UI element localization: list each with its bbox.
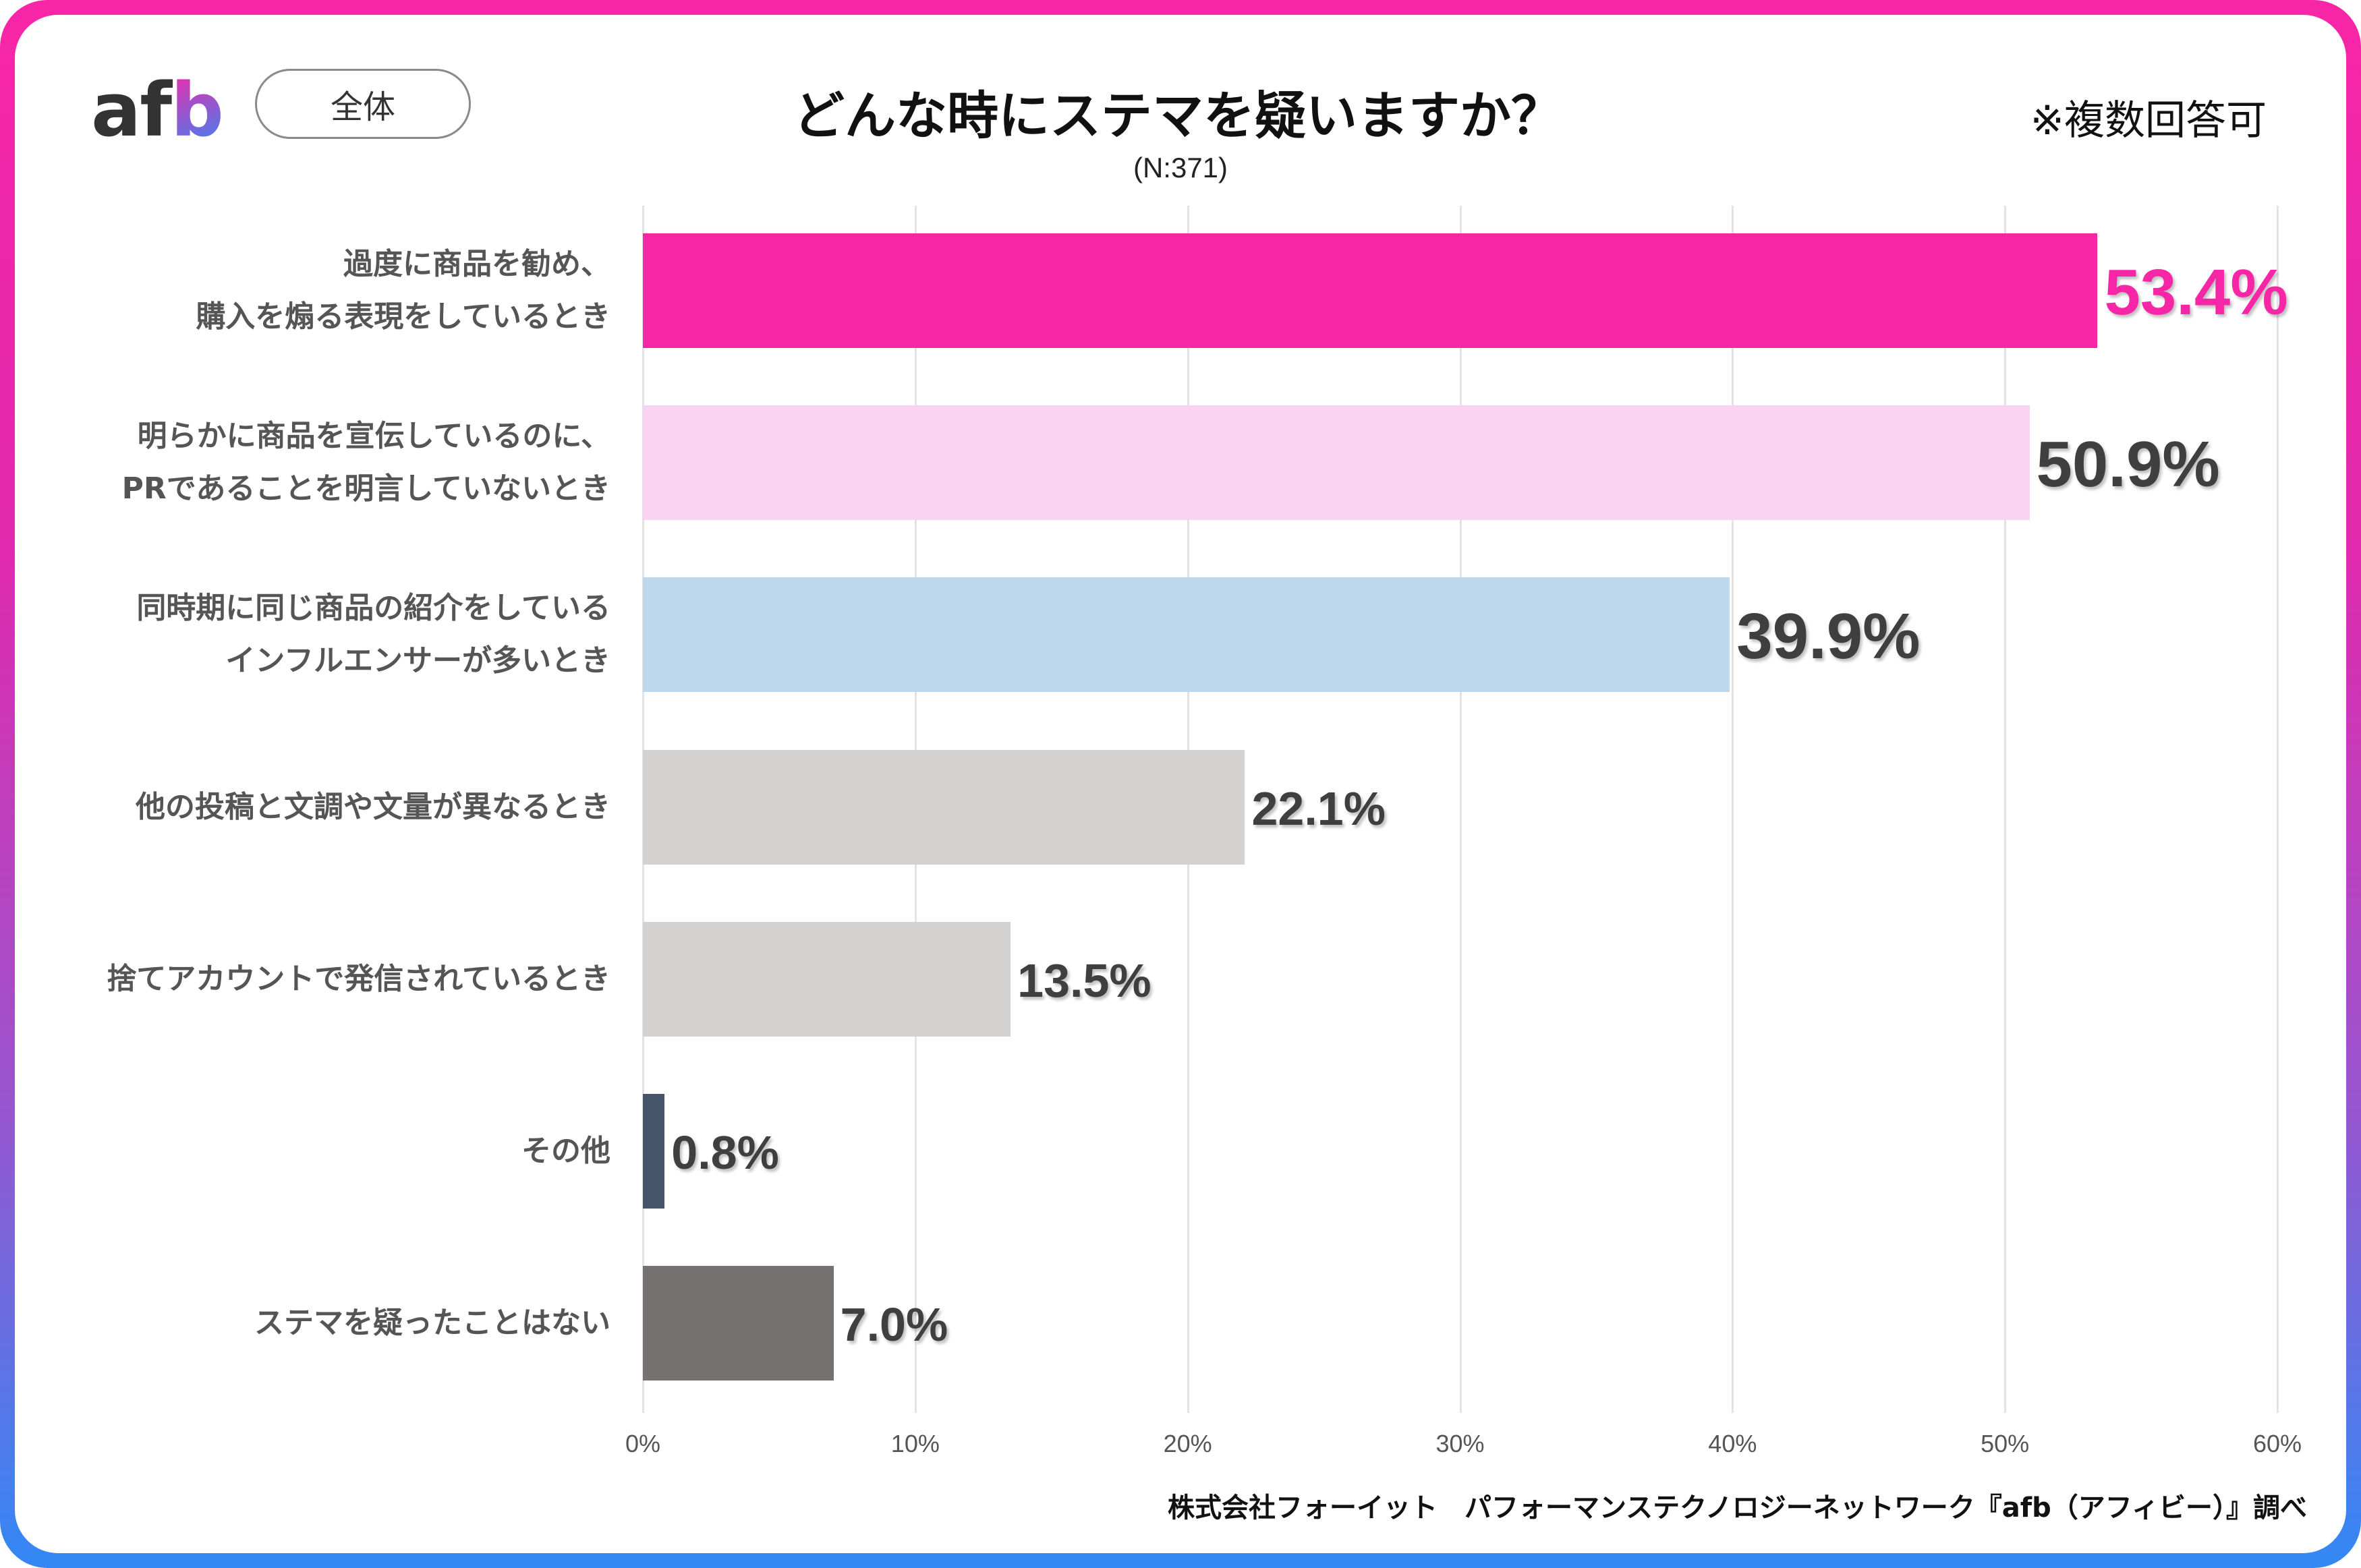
gridline	[1459, 206, 1462, 1413]
category-label-line: 購入を煽る表現をしているとき	[196, 299, 610, 334]
category-label: 同時期に同じ商品の紹介をしているインフルエンサーが多いとき	[136, 582, 610, 687]
bar	[643, 233, 2098, 348]
multiple-answer-note: ※複数回答可	[2030, 97, 2267, 144]
gridline	[2004, 206, 2007, 1413]
bar	[643, 921, 1011, 1037]
x-tick-label: 40%	[1708, 1430, 1757, 1457]
bar	[643, 1266, 834, 1381]
bar	[643, 405, 2030, 521]
value-label: 39.9%	[1736, 600, 1921, 673]
category-label-line: 過度に商品を勧め、	[343, 247, 610, 281]
category-label: ステマを疑ったことはない	[254, 1297, 610, 1349]
afb-logo: afb	[91, 73, 224, 147]
category-label: 他の投稿と文調や文量が異なるとき	[136, 781, 610, 834]
category-label-line: ステマを疑ったことはない	[254, 1306, 610, 1341]
bar	[643, 749, 1245, 865]
sample-size: (N:371)	[1133, 152, 1228, 183]
category-label: 明らかに商品を宣伝しているのに、 PRであることを明言していないとき	[122, 410, 610, 515]
category-label-line: その他	[521, 1134, 610, 1168]
x-tick-label: 10%	[890, 1430, 940, 1457]
category-label-line: インフルエンサーが多いとき	[225, 643, 610, 678]
category-label: 捨てアカウントで発信されているとき	[107, 953, 610, 1006]
value-label: 22.1%	[1251, 782, 1386, 835]
category-label-line: 明らかに商品を宣伝しているのに、	[137, 419, 610, 454]
value-label: 0.8%	[671, 1126, 779, 1179]
category-label: 過度に商品を勧め、購入を煽る表現をしているとき	[196, 238, 610, 343]
value-label: 53.4%	[2104, 256, 2288, 328]
bar	[643, 577, 1730, 693]
category-label-line: 他の投稿と文調や文量が異なるとき	[136, 789, 610, 824]
x-tick-label: 30%	[1435, 1430, 1485, 1457]
category-label: その他	[521, 1125, 610, 1178]
category-label-line: 捨てアカウントで発信されているとき	[107, 961, 610, 996]
bar	[643, 1094, 665, 1209]
category-label-line: 同時期に同じ商品の紹介をしている	[136, 591, 610, 626]
category-label-line: PRであることを明言していないとき	[121, 471, 610, 506]
value-label: 13.5%	[1017, 954, 1151, 1007]
gridline	[2277, 206, 2279, 1413]
segment-badge: 全体	[255, 69, 471, 139]
value-label: 7.0%	[840, 1298, 948, 1352]
x-tick-label: 60%	[2252, 1430, 2302, 1457]
value-label: 50.9%	[2036, 428, 2220, 501]
x-tick-label: 50%	[1981, 1430, 2030, 1457]
x-tick-label: 0%	[625, 1430, 661, 1457]
logo-text-b: b	[171, 67, 224, 153]
chart-title: どんな時にステマを疑いますか？	[793, 86, 1562, 146]
gridline	[1732, 206, 1734, 1413]
x-tick-label: 20%	[1163, 1430, 1212, 1457]
logo-text: af	[91, 67, 172, 153]
source-footer: 株式会社フォーイット パフォーマンステクノロジーネットワーク『afb（アフィビー…	[1167, 1492, 2307, 1523]
